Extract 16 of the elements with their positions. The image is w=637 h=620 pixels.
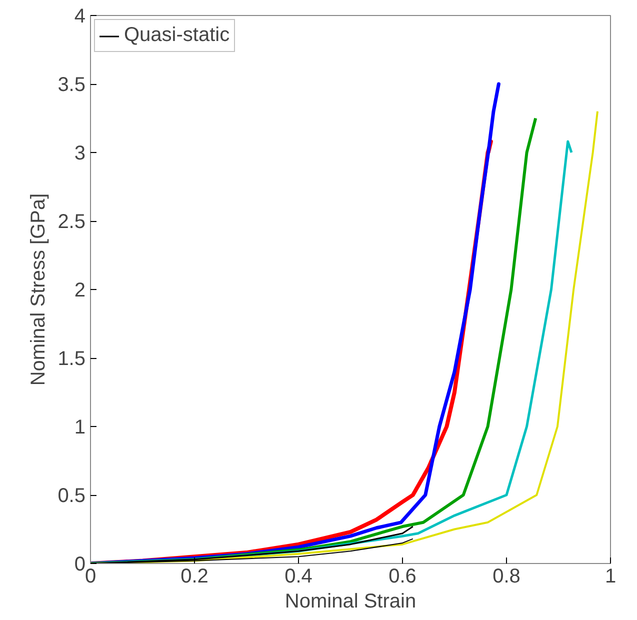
x-tick-label: 0.2 [180,566,208,588]
legend-label: Quasi-static [124,24,230,47]
x-tick-label: 0.6 [388,566,416,588]
y-tick-label: 1.5 [58,348,86,370]
x-tick-label: 0.8 [492,566,520,588]
y-axis-title: Nominal Stress [GPa] [28,193,50,386]
y-tick-label: 2 [74,280,86,302]
y-tick-label: 1 [74,416,86,438]
y-tick-label: 3 [74,142,86,164]
y-tick-label: 4 [74,6,86,28]
y-tick-label: 3.5 [58,74,86,96]
x-axis-title: Nominal Strain [284,590,416,612]
y-tick-label: 2.5 [58,211,86,233]
y-tick-label: 0.5 [58,485,86,507]
x-tick-label: 1 [604,566,616,588]
x-tick-label: 0.4 [284,566,312,588]
